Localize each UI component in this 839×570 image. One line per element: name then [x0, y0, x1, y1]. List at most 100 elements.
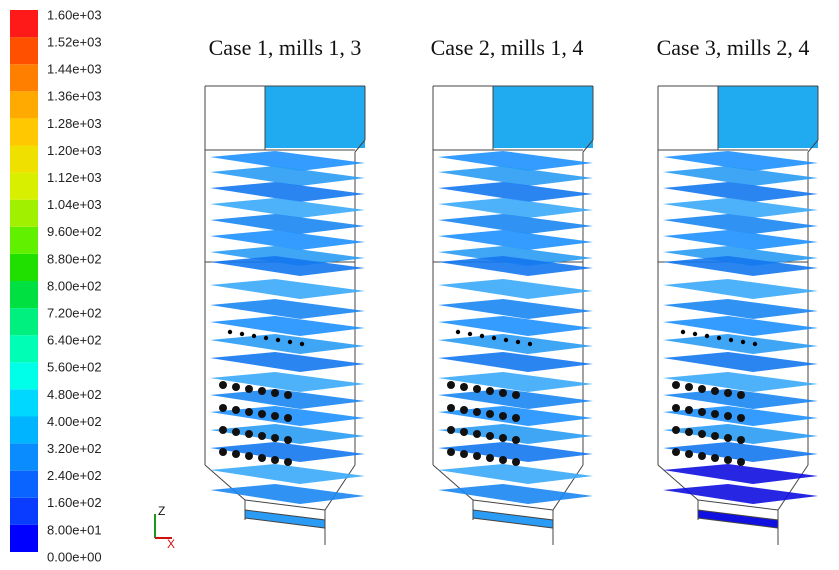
- burner: [528, 342, 532, 346]
- outlet-duct: [493, 86, 593, 148]
- burner: [711, 410, 719, 418]
- furnace: [658, 86, 818, 545]
- colorbar-band: [10, 64, 38, 91]
- burner: [232, 406, 240, 414]
- burner: [460, 450, 468, 458]
- contour-plane: [210, 230, 365, 250]
- burner: [232, 428, 240, 436]
- contour-plane: [210, 214, 365, 234]
- contour-plane: [663, 230, 818, 250]
- burner: [219, 426, 227, 434]
- burner: [228, 330, 232, 334]
- burner: [685, 428, 693, 436]
- colorbar-tick-label: 4.80e+02: [47, 387, 102, 402]
- furnace: [205, 86, 365, 545]
- colorbar-tick-label: 9.60e+02: [47, 224, 102, 239]
- burner: [473, 430, 481, 438]
- burner: [724, 412, 732, 420]
- colorbar-tick-label: 6.40e+02: [47, 333, 102, 348]
- hopper-plate: [473, 510, 553, 528]
- panel-title: Case 3, mills 2, 4: [657, 35, 810, 60]
- burner: [672, 381, 680, 389]
- burner: [284, 414, 292, 422]
- contour-plane: [210, 198, 365, 218]
- burner: [271, 389, 279, 397]
- burner: [698, 452, 706, 460]
- burner: [499, 389, 507, 397]
- burner: [512, 458, 520, 466]
- burner: [711, 387, 719, 395]
- burner: [447, 448, 455, 456]
- contour-plane: [210, 279, 365, 299]
- axis-label: X: [167, 537, 175, 551]
- burner: [711, 432, 719, 440]
- burner: [271, 412, 279, 420]
- contour-plane: [438, 166, 593, 186]
- colorbar-band: [10, 118, 38, 145]
- contour-plane: [663, 464, 818, 484]
- burner: [737, 391, 745, 399]
- contour-plane: [663, 316, 818, 336]
- panel-title: Case 2, mills 1, 4: [431, 35, 584, 60]
- burner: [456, 330, 460, 334]
- burner: [232, 450, 240, 458]
- burner: [717, 336, 721, 340]
- burner: [753, 342, 757, 346]
- panel-title: Case 1, mills 1, 3: [209, 35, 362, 60]
- burner: [258, 410, 266, 418]
- colorbar-tick-label: 7.20e+02: [47, 306, 102, 321]
- burner: [219, 448, 227, 456]
- burner: [672, 426, 680, 434]
- contour-plane: [663, 299, 818, 319]
- colorbar-band: [10, 335, 38, 362]
- burner: [724, 456, 732, 464]
- burner: [681, 330, 685, 334]
- burner: [245, 385, 253, 393]
- burner: [685, 406, 693, 414]
- burner: [486, 432, 494, 440]
- burner: [284, 391, 292, 399]
- burner: [276, 338, 280, 342]
- axis-triad: Z X: [155, 504, 175, 551]
- burner: [672, 448, 680, 456]
- colorbar-tick-label: 1.28e+03: [47, 116, 102, 131]
- colorbar-band: [10, 389, 38, 416]
- contour-plane: [663, 279, 818, 299]
- colorbar-band: [10, 254, 38, 281]
- burner: [737, 458, 745, 466]
- colorbar-tick-label: 1.20e+03: [47, 143, 102, 158]
- colorbar-band: [10, 281, 38, 308]
- contour-plane: [210, 484, 365, 504]
- contour-plane: [210, 334, 365, 354]
- burner: [516, 340, 520, 344]
- contour-plane: [663, 166, 818, 186]
- outlet-duct: [718, 86, 818, 148]
- contour-plane: [438, 198, 593, 218]
- furnace: [433, 86, 593, 545]
- burner: [698, 385, 706, 393]
- burner: [288, 340, 292, 344]
- burner: [705, 334, 709, 338]
- burner: [724, 434, 732, 442]
- burner: [264, 336, 268, 340]
- contour-plane: [438, 230, 593, 250]
- colorbar-tick-label: 1.52e+03: [47, 35, 102, 50]
- burner: [300, 342, 304, 346]
- hopper-plate: [245, 510, 325, 528]
- contour-plane: [210, 464, 365, 484]
- colorbar-tick-label: 0.00e+00: [47, 549, 102, 564]
- axis-label: Z: [158, 504, 165, 518]
- contour-plane: [438, 352, 593, 372]
- burner: [245, 430, 253, 438]
- colorbar-band: [10, 146, 38, 173]
- colorbar-tick-label: 1.36e+03: [47, 89, 102, 104]
- burner: [685, 383, 693, 391]
- burner: [473, 408, 481, 416]
- burner: [460, 406, 468, 414]
- burner: [447, 381, 455, 389]
- contour-plane: [663, 182, 818, 202]
- contour-plane: [438, 464, 593, 484]
- contour-plane: [438, 182, 593, 202]
- colorbar-band: [10, 37, 38, 64]
- burner: [499, 456, 507, 464]
